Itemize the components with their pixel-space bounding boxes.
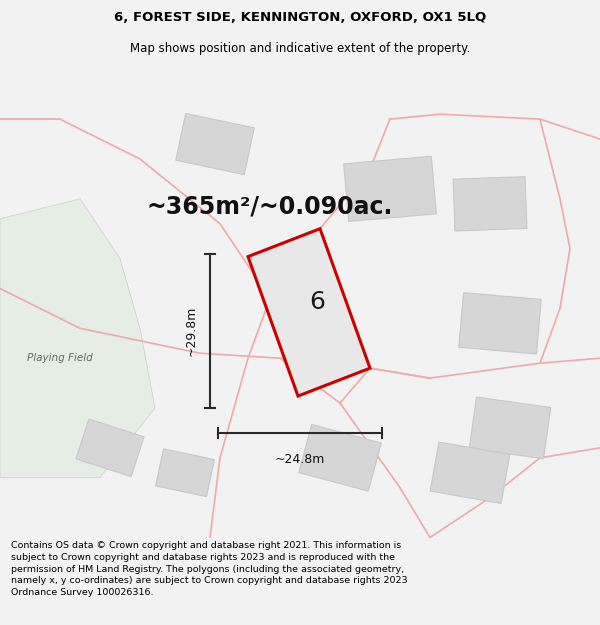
Polygon shape — [76, 419, 144, 477]
Polygon shape — [258, 269, 348, 386]
Text: 6: 6 — [309, 291, 325, 314]
Text: ~365m²/~0.090ac.: ~365m²/~0.090ac. — [147, 195, 393, 219]
Text: ~29.8m: ~29.8m — [185, 305, 198, 356]
Polygon shape — [453, 177, 527, 231]
Polygon shape — [155, 449, 214, 497]
Polygon shape — [459, 292, 541, 354]
Polygon shape — [430, 442, 510, 504]
Polygon shape — [0, 199, 155, 478]
Text: Map shows position and indicative extent of the property.: Map shows position and indicative extent… — [130, 42, 470, 55]
Text: 6, FOREST SIDE, KENNINGTON, OXFORD, OX1 5LQ: 6, FOREST SIDE, KENNINGTON, OXFORD, OX1 … — [114, 11, 486, 24]
Polygon shape — [344, 156, 436, 221]
Polygon shape — [248, 229, 370, 396]
Text: Contains OS data © Crown copyright and database right 2021. This information is
: Contains OS data © Crown copyright and d… — [11, 541, 407, 598]
Polygon shape — [469, 397, 551, 459]
Polygon shape — [176, 113, 254, 174]
Text: Playing Field: Playing Field — [27, 353, 93, 363]
Polygon shape — [299, 424, 381, 491]
Text: ~24.8m: ~24.8m — [275, 453, 325, 466]
